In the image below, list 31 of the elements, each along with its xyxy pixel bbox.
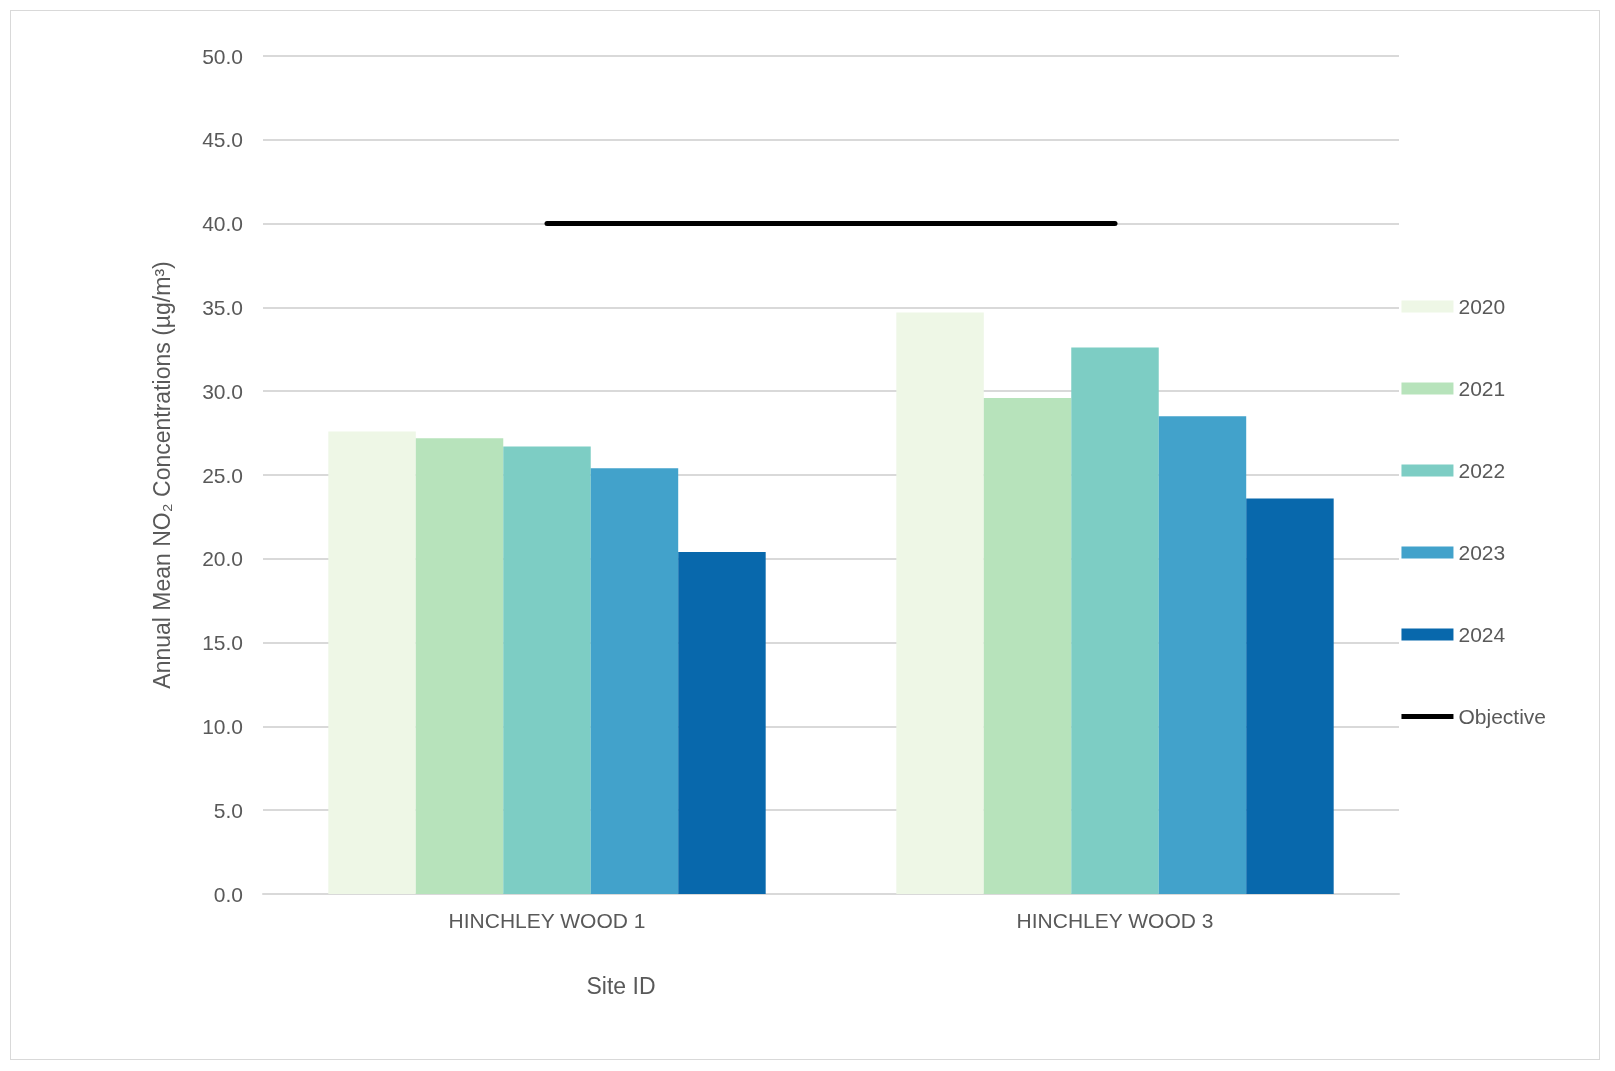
- y-tick-label: 35.0: [202, 295, 243, 319]
- bar: [590, 468, 679, 894]
- y-axis-title: Annual Mean NO₂ Concentrations (µg/m³): [148, 261, 175, 689]
- legend-label: 2024: [1458, 623, 1506, 646]
- y-tick-label: 0.0: [213, 882, 243, 906]
- x-axis-title: Site ID: [586, 972, 656, 999]
- y-tick-label: 25.0: [202, 463, 243, 487]
- legend-label: 2020: [1458, 295, 1506, 318]
- bar: [1071, 347, 1159, 894]
- bar: [1158, 416, 1247, 894]
- bar: [328, 431, 416, 894]
- y-tick-label: 40.0: [202, 212, 243, 236]
- y-tick-label: 15.0: [202, 631, 243, 655]
- legend-label: 2021: [1458, 377, 1506, 400]
- bar: [415, 438, 504, 894]
- bar: [503, 446, 591, 894]
- bar: [983, 397, 1072, 894]
- bar: [896, 312, 984, 894]
- y-tick-label: 5.0: [213, 798, 243, 822]
- legend-label: 2023: [1458, 541, 1506, 564]
- legend-label: Objective: [1458, 705, 1547, 728]
- bar: [1246, 498, 1334, 894]
- legend-label: 2022: [1458, 459, 1506, 482]
- y-tick-label: 10.0: [202, 714, 243, 738]
- x-tick-label: HINCHLEY WOOD 3: [1016, 909, 1214, 932]
- y-tick-label: 50.0: [202, 44, 243, 68]
- y-tick-label: 45.0: [202, 128, 243, 152]
- x-tick-label: HINCHLEY WOOD 1: [448, 909, 646, 932]
- y-tick-label: 30.0: [202, 379, 243, 403]
- bar: [678, 552, 766, 894]
- y-tick-label: 20.0: [202, 547, 243, 571]
